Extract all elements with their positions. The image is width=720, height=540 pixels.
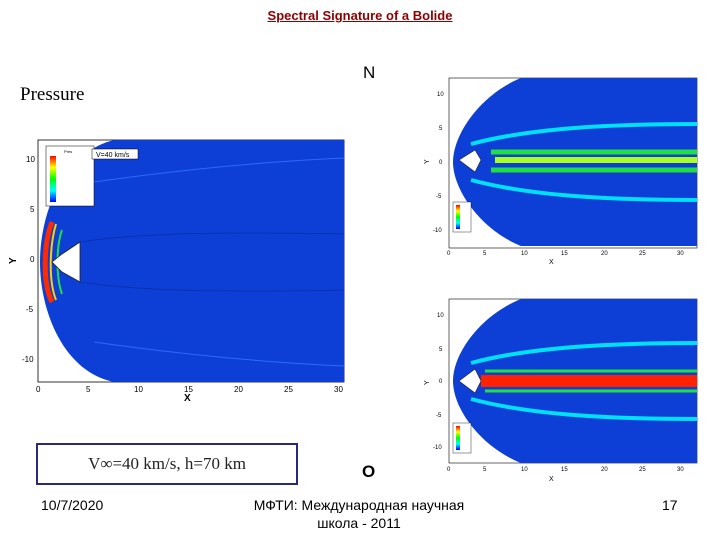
y-tick: 0 [439, 379, 443, 385]
x-tick: 30 [334, 385, 343, 394]
footer-date: 10/7/2020 [41, 497, 104, 513]
species-label-n: N [363, 63, 376, 82]
x-tick: 25 [639, 467, 646, 473]
x-tick: 10 [134, 385, 143, 394]
y-tick: 10 [26, 155, 35, 164]
y-tick: -10 [433, 228, 442, 234]
x-tick: 20 [601, 251, 608, 257]
velocity-altitude-box: V∞=40 km/s, h=70 km [36, 443, 298, 485]
x-tick: 5 [86, 385, 91, 394]
y-tick: 5 [439, 126, 443, 132]
y-tick: -5 [26, 305, 34, 314]
y-tick: -5 [436, 413, 442, 419]
slide-number: 17 [662, 497, 678, 513]
y-tick: 5 [30, 205, 35, 214]
x-axis-label: X [549, 259, 554, 266]
species-label-o: O [362, 462, 376, 481]
legend-title: Pres [64, 149, 72, 154]
bolide-body [51, 241, 81, 283]
x-tick: 30 [677, 467, 684, 473]
y-axis-label: Y [8, 257, 19, 264]
x-tick: 15 [561, 251, 568, 257]
y-tick: -5 [436, 194, 442, 200]
x-tick: 20 [234, 385, 243, 394]
x-tick: 30 [677, 251, 684, 257]
x-tick: 25 [639, 251, 646, 257]
x-tick: 0 [447, 467, 451, 473]
contour-plot-n: 10 5 0 -5 -10 Y 0 5 10 15 20 25 30 X [411, 54, 703, 272]
y-tick: -10 [433, 445, 442, 451]
x-tick: 15 [561, 467, 568, 473]
footer-institution: МФТИ: Международная научная школа - 2011 [250, 496, 468, 532]
y-tick: 10 [437, 313, 444, 319]
pressure-label: Pressure [20, 84, 85, 105]
footer-line-2: школа - 2011 [317, 515, 401, 531]
x-tick: 25 [284, 385, 293, 394]
x-tick: 20 [601, 467, 608, 473]
y-tick: 0 [30, 255, 35, 264]
x-tick: 0 [447, 251, 451, 257]
y-axis-label: Y [424, 380, 431, 385]
x-tick: 0 [36, 385, 41, 394]
x-axis-label: X [184, 393, 191, 404]
y-tick: -10 [22, 355, 34, 364]
velocity-annotation: V=40 km/s [96, 152, 130, 159]
y-tick: 10 [437, 92, 444, 98]
contour-plot-o: 10 5 0 -5 -10 Y 0 5 10 15 20 25 30 X [411, 277, 703, 489]
footer-line-1: МФТИ: Международная научная [253, 497, 465, 513]
y-tick: 5 [439, 347, 443, 353]
x-axis-label: X [549, 476, 554, 483]
slide-title: Spectral Signature of a Bolide [267, 8, 453, 23]
pressure-contour-plot: Pres V=40 km/s 10 5 0 -5 -10 Y 0 5 10 15… [4, 122, 362, 414]
x-tick: 10 [521, 467, 528, 473]
y-axis-label: Y [424, 159, 431, 164]
x-tick: 5 [483, 251, 487, 257]
stagnation-shock [42, 221, 55, 304]
x-tick: 10 [521, 251, 528, 257]
y-tick: 0 [439, 160, 443, 166]
x-tick: 15 [184, 385, 193, 394]
pressure-field [40, 140, 344, 382]
x-tick: 5 [483, 467, 487, 473]
